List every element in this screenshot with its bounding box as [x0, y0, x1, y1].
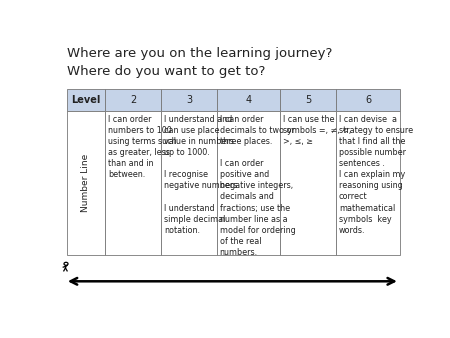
Text: Level: Level: [71, 95, 100, 105]
Bar: [161, 111, 217, 255]
Text: 2: 2: [130, 95, 136, 105]
Bar: [105, 111, 161, 255]
Bar: [67, 111, 105, 255]
Text: 5: 5: [305, 95, 311, 105]
Text: Where do you want to get to?: Where do you want to get to?: [67, 65, 265, 78]
Bar: [280, 111, 336, 255]
Bar: [67, 89, 105, 111]
Bar: [217, 89, 280, 111]
Text: 3: 3: [186, 95, 192, 105]
Bar: [336, 111, 400, 255]
Text: Where are you on the learning journey?: Where are you on the learning journey?: [67, 47, 332, 60]
Bar: [217, 111, 280, 255]
Text: 6: 6: [365, 95, 371, 105]
Text: I can devise  a
strategy to ensure
that I find all the
possible number
sentences: I can devise a strategy to ensure that I…: [339, 115, 413, 235]
Bar: [161, 89, 217, 111]
Bar: [105, 89, 161, 111]
Text: 4: 4: [246, 95, 252, 105]
Text: I understand and
can use place
value in numbers
up to 1000.

I recognise
negativ: I understand and can use place value in …: [164, 115, 240, 235]
Bar: [280, 89, 336, 111]
Text: I can order
decimals to two or
three places.

I can order
positive and
negative : I can order decimals to two or three pla…: [220, 115, 296, 257]
Bar: [336, 89, 400, 111]
Text: I can use the
symbols =, ≠, <,
>, ≤, ≥: I can use the symbols =, ≠, <, >, ≤, ≥: [283, 115, 351, 146]
Text: I can order
numbers to 100
using terms such
as greater, less
than and in
between: I can order numbers to 100 using terms s…: [108, 115, 176, 179]
Text: Number Line: Number Line: [81, 154, 90, 212]
